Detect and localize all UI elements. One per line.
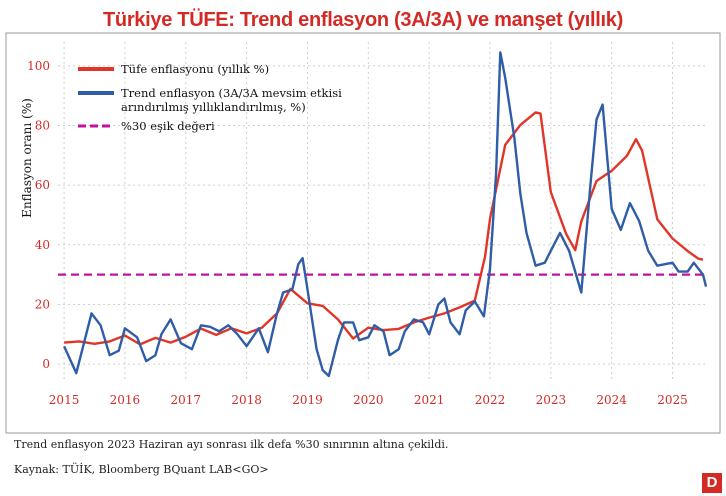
- series-line-headline-cpi: [64, 111, 704, 346]
- y-tick-label: 20: [35, 297, 50, 311]
- publisher-logo: D: [702, 473, 722, 493]
- y-tick-label: 100: [27, 59, 50, 73]
- y-tick-label: 60: [35, 178, 50, 192]
- footnote: Trend enflasyon 2023 Haziran ayı sonrası…: [14, 438, 449, 451]
- x-tick-label: 2023: [536, 393, 567, 407]
- chart-title: Türkiye TÜFE: Trend enflasyon (3A/3A) ve…: [102, 9, 623, 31]
- x-tick-label: 2016: [110, 393, 141, 407]
- legend-item-headline-label: Tüfe enflasyonu (yıllık %): [121, 62, 269, 76]
- x-tick-label: 2024: [596, 393, 627, 407]
- x-tick-label: 2022: [475, 393, 506, 407]
- source-note: Kaynak: TÜİK, Bloomberg BQuant LAB<GO>: [14, 463, 269, 476]
- series-line-trend-inflation: [63, 51, 708, 378]
- y-tick-label: 0: [42, 357, 50, 371]
- x-tick-label: 2021: [414, 393, 445, 407]
- x-tick-label: 2018: [231, 393, 262, 407]
- x-tick-label: 2020: [353, 393, 384, 407]
- legend-item-trend-label: Trend enflasyon (3A/3A mevsim etkisi arın…: [121, 86, 342, 114]
- x-tick-label: 2019: [292, 393, 323, 407]
- legend: Tüfe enflasyonu (yıllık %) Trend enflasyo…: [78, 62, 342, 133]
- y-tick-label: 40: [35, 238, 50, 252]
- x-tick-label: 2025: [657, 393, 688, 407]
- y-axis-label: Enflasyon oranı (%): [20, 98, 34, 218]
- legend-item-threshold-label: %30 eşik değeri: [121, 119, 215, 133]
- x-tick-label: 2015: [49, 393, 80, 407]
- x-tick-label: 2017: [171, 393, 202, 407]
- y-tick-label: 80: [35, 119, 50, 133]
